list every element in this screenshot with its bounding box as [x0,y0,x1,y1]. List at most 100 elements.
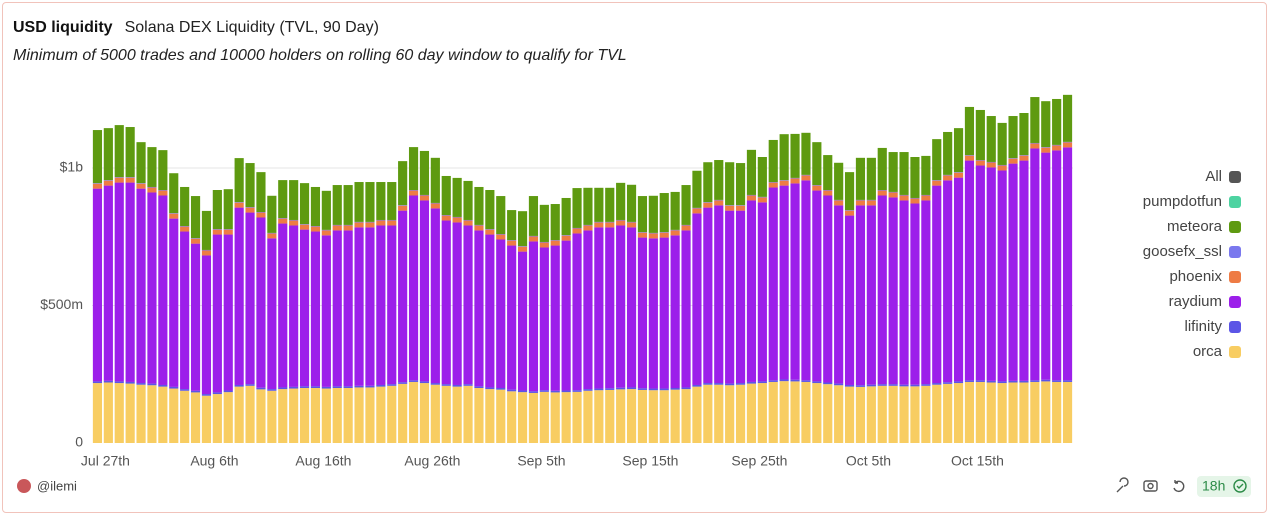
bar-segment [1008,158,1018,159]
bar-segment [114,177,124,183]
legend-label[interactable]: pumpdotfun [1143,193,1222,210]
bar-segment [485,229,495,230]
bar-segment [212,234,222,393]
icon-fork[interactable] [1116,477,1129,493]
bar-segment [408,190,419,191]
bar-segment [834,385,844,443]
bar-segment [1030,143,1040,149]
bar-segment [637,232,648,238]
bar-segment [299,224,310,230]
bar-segment [496,239,506,388]
bar-segment [975,165,985,381]
bar-segment [594,388,604,391]
bar-segment [528,235,539,237]
bar-segment [746,195,757,201]
legend-swatch[interactable] [1229,271,1241,283]
bar-segment [245,207,255,213]
bar-segment [757,196,767,198]
bar-segment [888,152,898,192]
bar-segment [321,235,331,387]
bar-segment [289,386,299,389]
author[interactable]: @ilemi [37,478,77,493]
legend-swatch[interactable] [1229,346,1241,358]
bar-segment [376,384,386,387]
bar-segment [866,199,876,201]
bar-segment [572,390,582,392]
bar-segment [212,392,222,395]
legend-label[interactable]: phoenix [1169,268,1222,285]
bar-segment [943,131,953,175]
bar-segment [812,190,822,382]
bar-segment [354,387,364,443]
icon-camera-lens [1147,482,1154,490]
bar-segment [354,227,364,386]
bar-segment [637,232,648,233]
bar-segment [256,212,266,218]
bar-segment [147,385,157,443]
bar-segment [539,241,549,243]
bar-segment [212,190,222,230]
legend-swatch[interactable] [1229,171,1241,183]
bar-segment [692,170,702,208]
bar-segment [866,157,876,200]
bar-segment [507,210,517,241]
bar-segment [528,196,539,236]
bar-segment [953,128,964,173]
bar-segment [561,240,571,391]
bar-segment [223,229,233,235]
bar-segment [256,389,266,443]
x-tick-label: Sep 15th [622,453,678,469]
bar-segment [223,189,233,230]
bar-segment [354,182,364,222]
bar-segment [180,231,190,390]
legend-label[interactable]: lifinity [1184,318,1222,335]
legend-swatch[interactable] [1229,321,1241,333]
icon-camera[interactable] [1143,480,1158,492]
icon-refresh[interactable] [1173,480,1185,493]
bar-segment [528,392,539,443]
bar-segment [834,200,844,206]
bar-segment [1008,380,1018,383]
legend-swatch[interactable] [1229,196,1241,208]
bar-segment [474,386,484,388]
bar-segment [844,386,855,443]
bar-segment [234,202,244,208]
bar-segment [136,188,146,384]
legend-swatch[interactable] [1229,296,1241,308]
bar-segment [790,178,800,184]
bar-segment [823,190,833,191]
bar-segment [528,236,539,242]
bar-segment [539,247,549,391]
bar-segment [299,183,310,225]
bar-segment [103,185,113,381]
bar-segment [114,182,124,382]
bar-segment [136,142,146,184]
legend-label[interactable]: meteora [1167,218,1223,235]
legend-swatch[interactable] [1229,221,1241,233]
bar-segment [866,386,876,443]
bar-segment [452,216,462,218]
x-tick-label: Sep 25th [731,453,787,469]
bar-segment [844,210,855,216]
bar-segment [932,383,942,385]
bar-segment [659,388,669,391]
bar-segment [986,162,996,168]
bar-segment [92,183,103,184]
legend-label[interactable]: raydium [1169,293,1222,310]
legend-label[interactable]: orca [1193,343,1223,360]
bar-segment [1062,94,1073,142]
legend-label[interactable]: All [1205,168,1222,185]
legend-swatch[interactable] [1229,246,1241,258]
bar-segment [496,234,506,235]
bar-segment [943,175,953,181]
bar-segment [670,229,680,231]
bar-segment [746,149,757,195]
bar-segment [539,391,549,443]
bar-segment [310,386,321,388]
legend-label[interactable]: goosefx_ssl [1143,243,1222,260]
bar-segment [190,392,201,443]
bar-segment [932,180,942,186]
bar-segment [343,230,353,387]
age: 18h [1202,478,1225,494]
bar-segment [485,234,495,388]
